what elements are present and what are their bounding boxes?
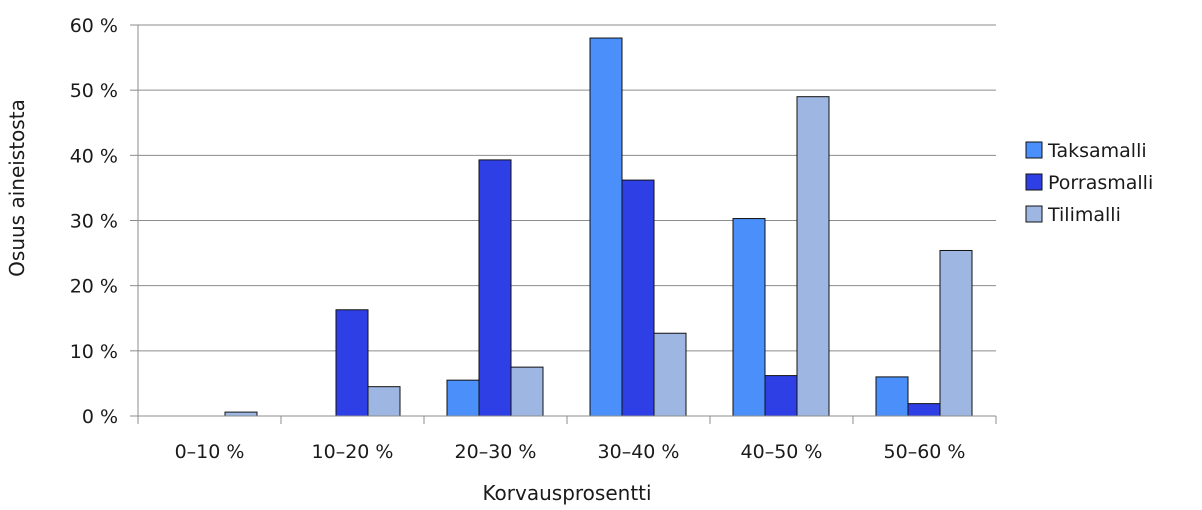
bar-porrasmalli-1 (335, 309, 369, 417)
bar-porrasmalli-4 (764, 375, 798, 417)
y-tick-label: 10 % (70, 341, 118, 363)
x-tick-label: 40–50 % (741, 441, 823, 463)
y-tick-label: 50 % (70, 80, 118, 102)
legend: Taksamalli Porrasmalli Tilimalli (1025, 140, 1153, 226)
y-tick-label: 40 % (70, 145, 118, 167)
x-tick-label: 0–10 % (175, 441, 245, 463)
bars (224, 37, 973, 417)
legend-label: Taksamalli (1047, 140, 1147, 162)
bar-taksamalli-4 (732, 218, 766, 417)
bar-taksamalli-5 (875, 376, 909, 417)
gridlines (138, 24, 996, 352)
y-tick-label: 20 % (70, 276, 118, 298)
y-tick-labels: 0 % 10 % 20 % 30 % 40 % 50 % 60 % (70, 15, 138, 428)
bar-tilimalli-0 (224, 411, 258, 417)
x-tick-label: 30–40 % (598, 441, 680, 463)
y-tick-label: 30 % (70, 211, 118, 233)
x-tick-label: 20–30 % (455, 441, 537, 463)
bar-porrasmalli-3 (621, 179, 655, 417)
bar-porrasmalli-2 (478, 159, 512, 417)
bar-tilimalli-2 (510, 366, 544, 417)
y-axis-title: Osuus aineistosta (5, 99, 29, 277)
y-tick-label: 60 % (70, 15, 118, 37)
x-tick-label: 10–20 % (312, 441, 394, 463)
bar-tilimalli-4 (796, 96, 830, 417)
bar-tilimalli-1 (367, 386, 401, 417)
x-tick-labels: 0–10 % 10–20 % 20–30 % 30–40 % 40–50 % 50–60 … (175, 441, 966, 463)
legend-swatch (1025, 205, 1043, 223)
bar-taksamalli-3 (589, 37, 623, 417)
legend-swatch (1025, 141, 1043, 159)
x-axis-title: Korvausprosentti (482, 481, 651, 505)
y-tick-label: 0 % (82, 406, 118, 428)
legend-label: Tilimalli (1047, 204, 1121, 226)
bar-tilimalli-3 (653, 332, 687, 417)
bar-porrasmalli-5 (907, 403, 941, 417)
axes (137, 25, 997, 424)
bar-taksamalli-2 (446, 379, 480, 417)
legend-label: Porrasmalli (1048, 172, 1153, 194)
legend-swatch (1025, 173, 1043, 191)
x-tick-label: 50–60 % (884, 441, 966, 463)
bar-tilimalli-5 (939, 249, 973, 417)
